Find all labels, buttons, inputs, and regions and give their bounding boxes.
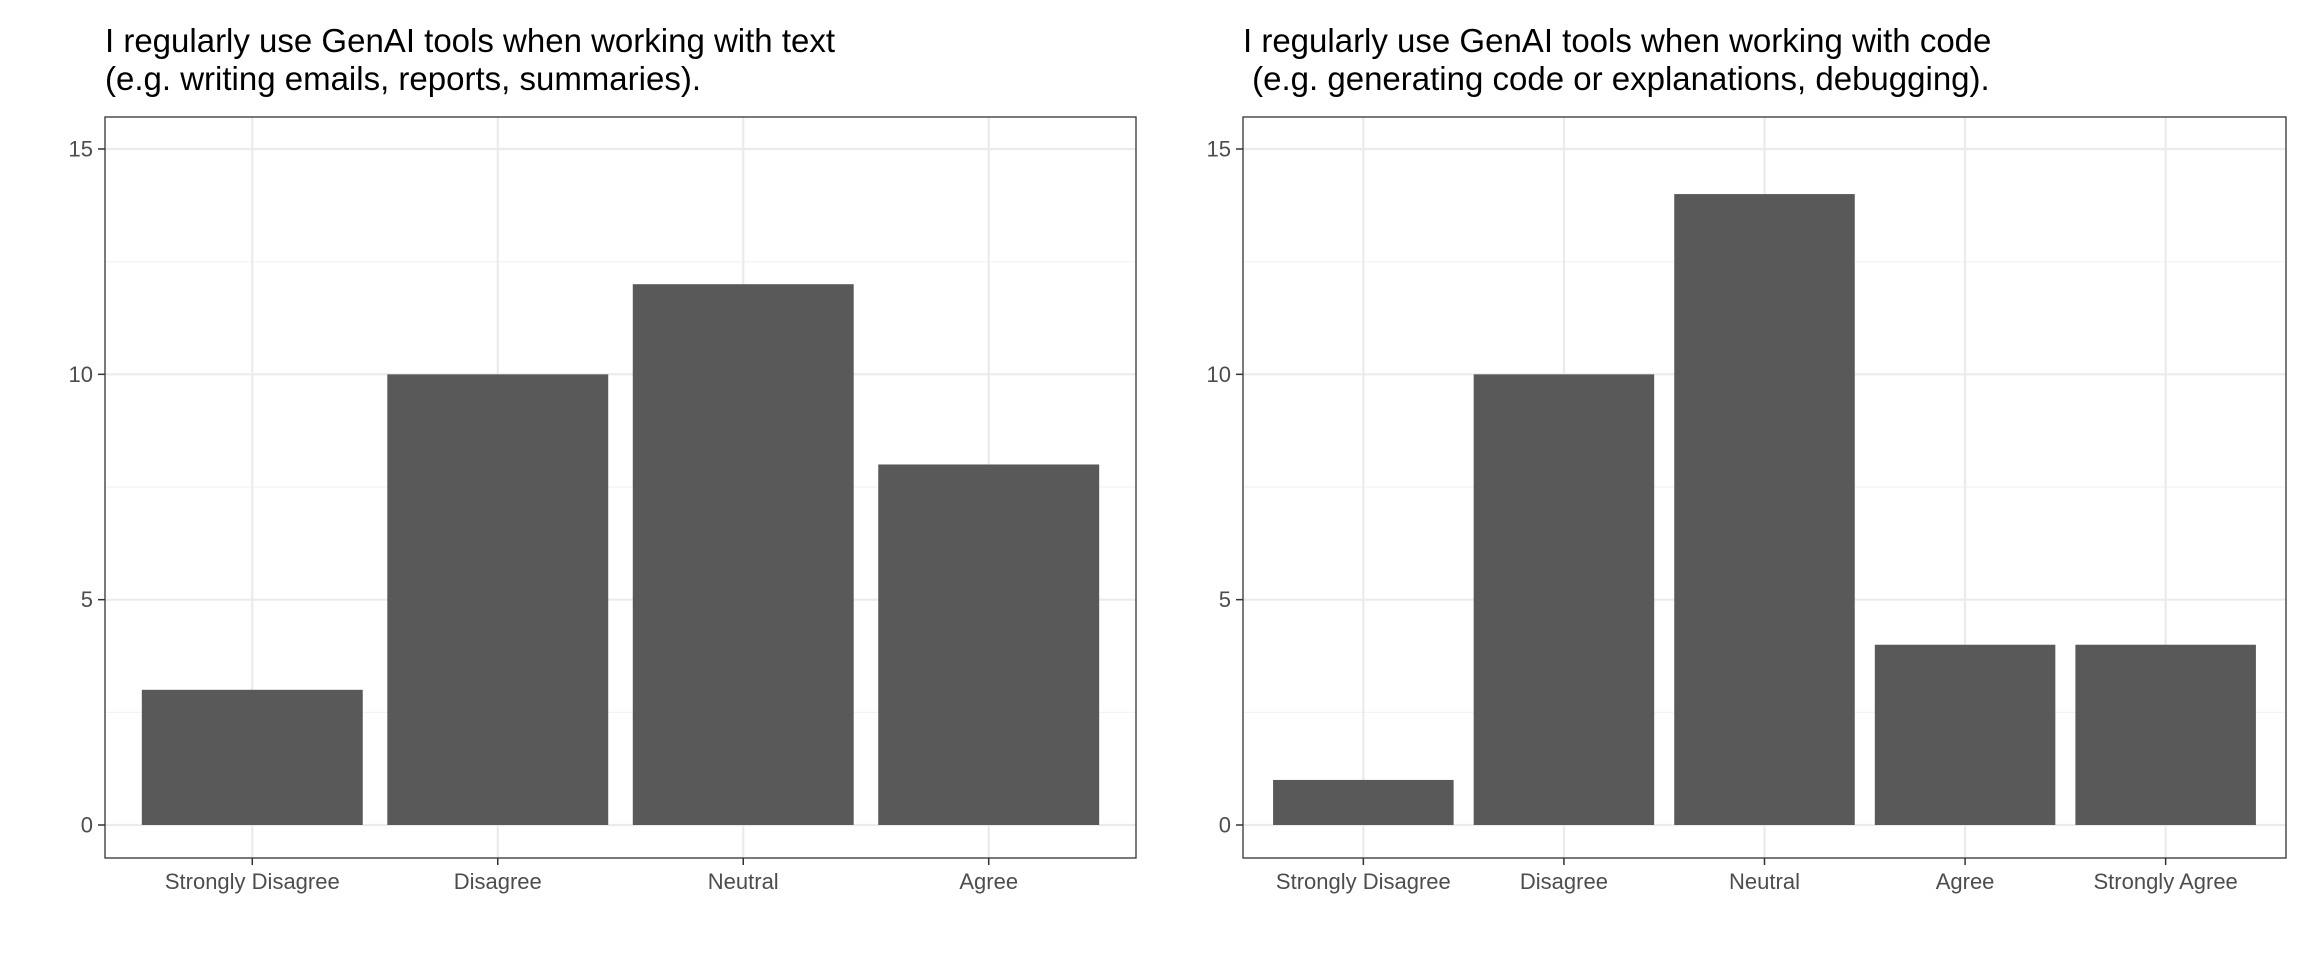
y-tick-label: 0: [1219, 813, 1231, 838]
bar-agree: [1874, 644, 2056, 825]
x-tick-label: Strongly Disagree: [165, 869, 340, 894]
y-tick-label: 0: [81, 813, 93, 838]
bar-neutral: [632, 284, 854, 825]
y-tick-label: 15: [1207, 137, 1231, 162]
y-tick-label: 10: [69, 362, 93, 387]
bar-strongly-agree: [2075, 644, 2256, 825]
x-tick-label: Agree: [959, 869, 1018, 894]
x-tick-label: Strongly Disagree: [1276, 869, 1451, 894]
x-tick-label: Agree: [1936, 869, 1995, 894]
bar-strongly-disagree: [141, 689, 363, 825]
bar-chart-text: 0 5 10 15 Strongly Disagree Disagree Neutral Ag…: [69, 116, 1137, 894]
bar-disagree: [1473, 374, 1655, 825]
x-tick-label: Strongly Agree: [2093, 869, 2237, 894]
bar-neutral: [1674, 194, 1855, 826]
bar-chart-code: 0 5 10 15 Strongly Disagree Disagree Neutral Ag…: [1207, 116, 2287, 894]
y-tick-label: 15: [69, 137, 93, 162]
chart-panel-text: I regularly use GenAI tools when working…: [69, 22, 1137, 894]
x-tick-label: Disagree: [1520, 869, 1608, 894]
plot-border: [104, 116, 1137, 859]
y-tick-label: 10: [1207, 362, 1231, 387]
x-tick-label: Neutral: [1729, 869, 1800, 894]
bar-strongly-disagree: [1273, 779, 1454, 825]
chart-title: I regularly use GenAI tools when working…: [105, 22, 836, 97]
x-tick-label: Disagree: [454, 869, 542, 894]
y-tick-label: 5: [81, 587, 93, 612]
bar-agree: [878, 464, 1100, 825]
chart-title: I regularly use GenAI tools when working…: [1243, 22, 1992, 97]
x-tick-label: Neutral: [708, 869, 779, 894]
y-tick-label: 5: [1219, 587, 1231, 612]
chart-panel-code: I regularly use GenAI tools when working…: [1152, 0, 2304, 960]
bar-disagree: [387, 374, 609, 825]
